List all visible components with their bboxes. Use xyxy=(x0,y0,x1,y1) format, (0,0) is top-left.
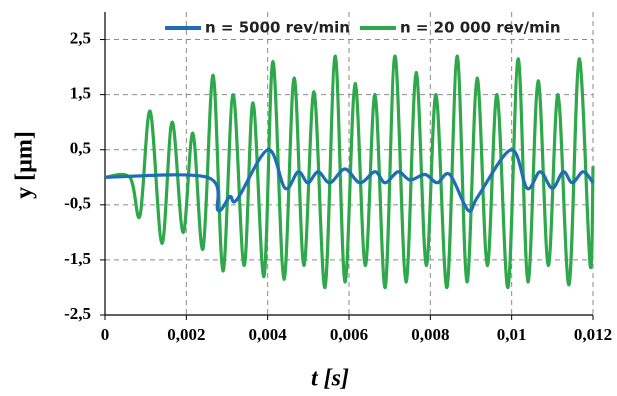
y-axis-label: y [µm] xyxy=(12,131,38,199)
y-tick-label: -1,5 xyxy=(64,249,91,268)
x-tick-label: 0,012 xyxy=(574,325,612,344)
legend-label: n = 5000 rev/min xyxy=(205,19,350,37)
y-tick-label: -0,5 xyxy=(64,194,91,213)
legend-label: n = 20 000 rev/min xyxy=(400,19,561,37)
y-tick-label: 2,5 xyxy=(70,28,91,47)
x-tick-label: 0,004 xyxy=(249,325,288,344)
x-tick-label: 0,01 xyxy=(497,325,527,344)
x-tick-label: 0 xyxy=(101,325,110,344)
x-axis-label: t [s] xyxy=(311,366,349,392)
y-tick-label: 0,5 xyxy=(70,139,91,158)
x-tick-label: 0,002 xyxy=(167,325,205,344)
x-tick-label: 0,008 xyxy=(411,325,449,344)
x-tick-label: 0,006 xyxy=(330,325,368,344)
series-line xyxy=(104,148,595,213)
y-tick-label: 1,5 xyxy=(70,84,91,103)
y-tick-label: -2,5 xyxy=(64,304,91,323)
